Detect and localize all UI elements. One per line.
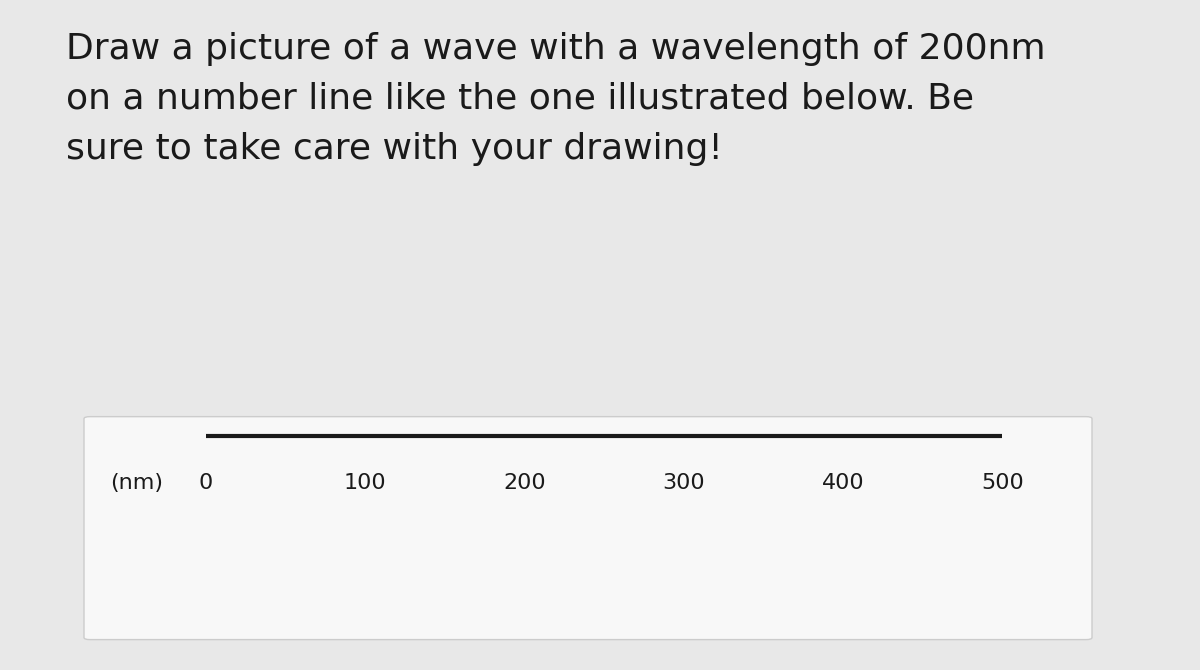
- Text: 400: 400: [822, 472, 864, 492]
- Text: Draw a picture of a wave with a wavelength of 200nm
on a number line like the on: Draw a picture of a wave with a waveleng…: [66, 31, 1045, 166]
- FancyBboxPatch shape: [84, 417, 1092, 640]
- Text: 300: 300: [662, 472, 704, 492]
- Text: (nm): (nm): [110, 472, 163, 492]
- Text: 200: 200: [503, 472, 546, 492]
- Text: 0: 0: [198, 472, 212, 492]
- Text: 100: 100: [343, 472, 386, 492]
- Text: 500: 500: [980, 472, 1024, 492]
